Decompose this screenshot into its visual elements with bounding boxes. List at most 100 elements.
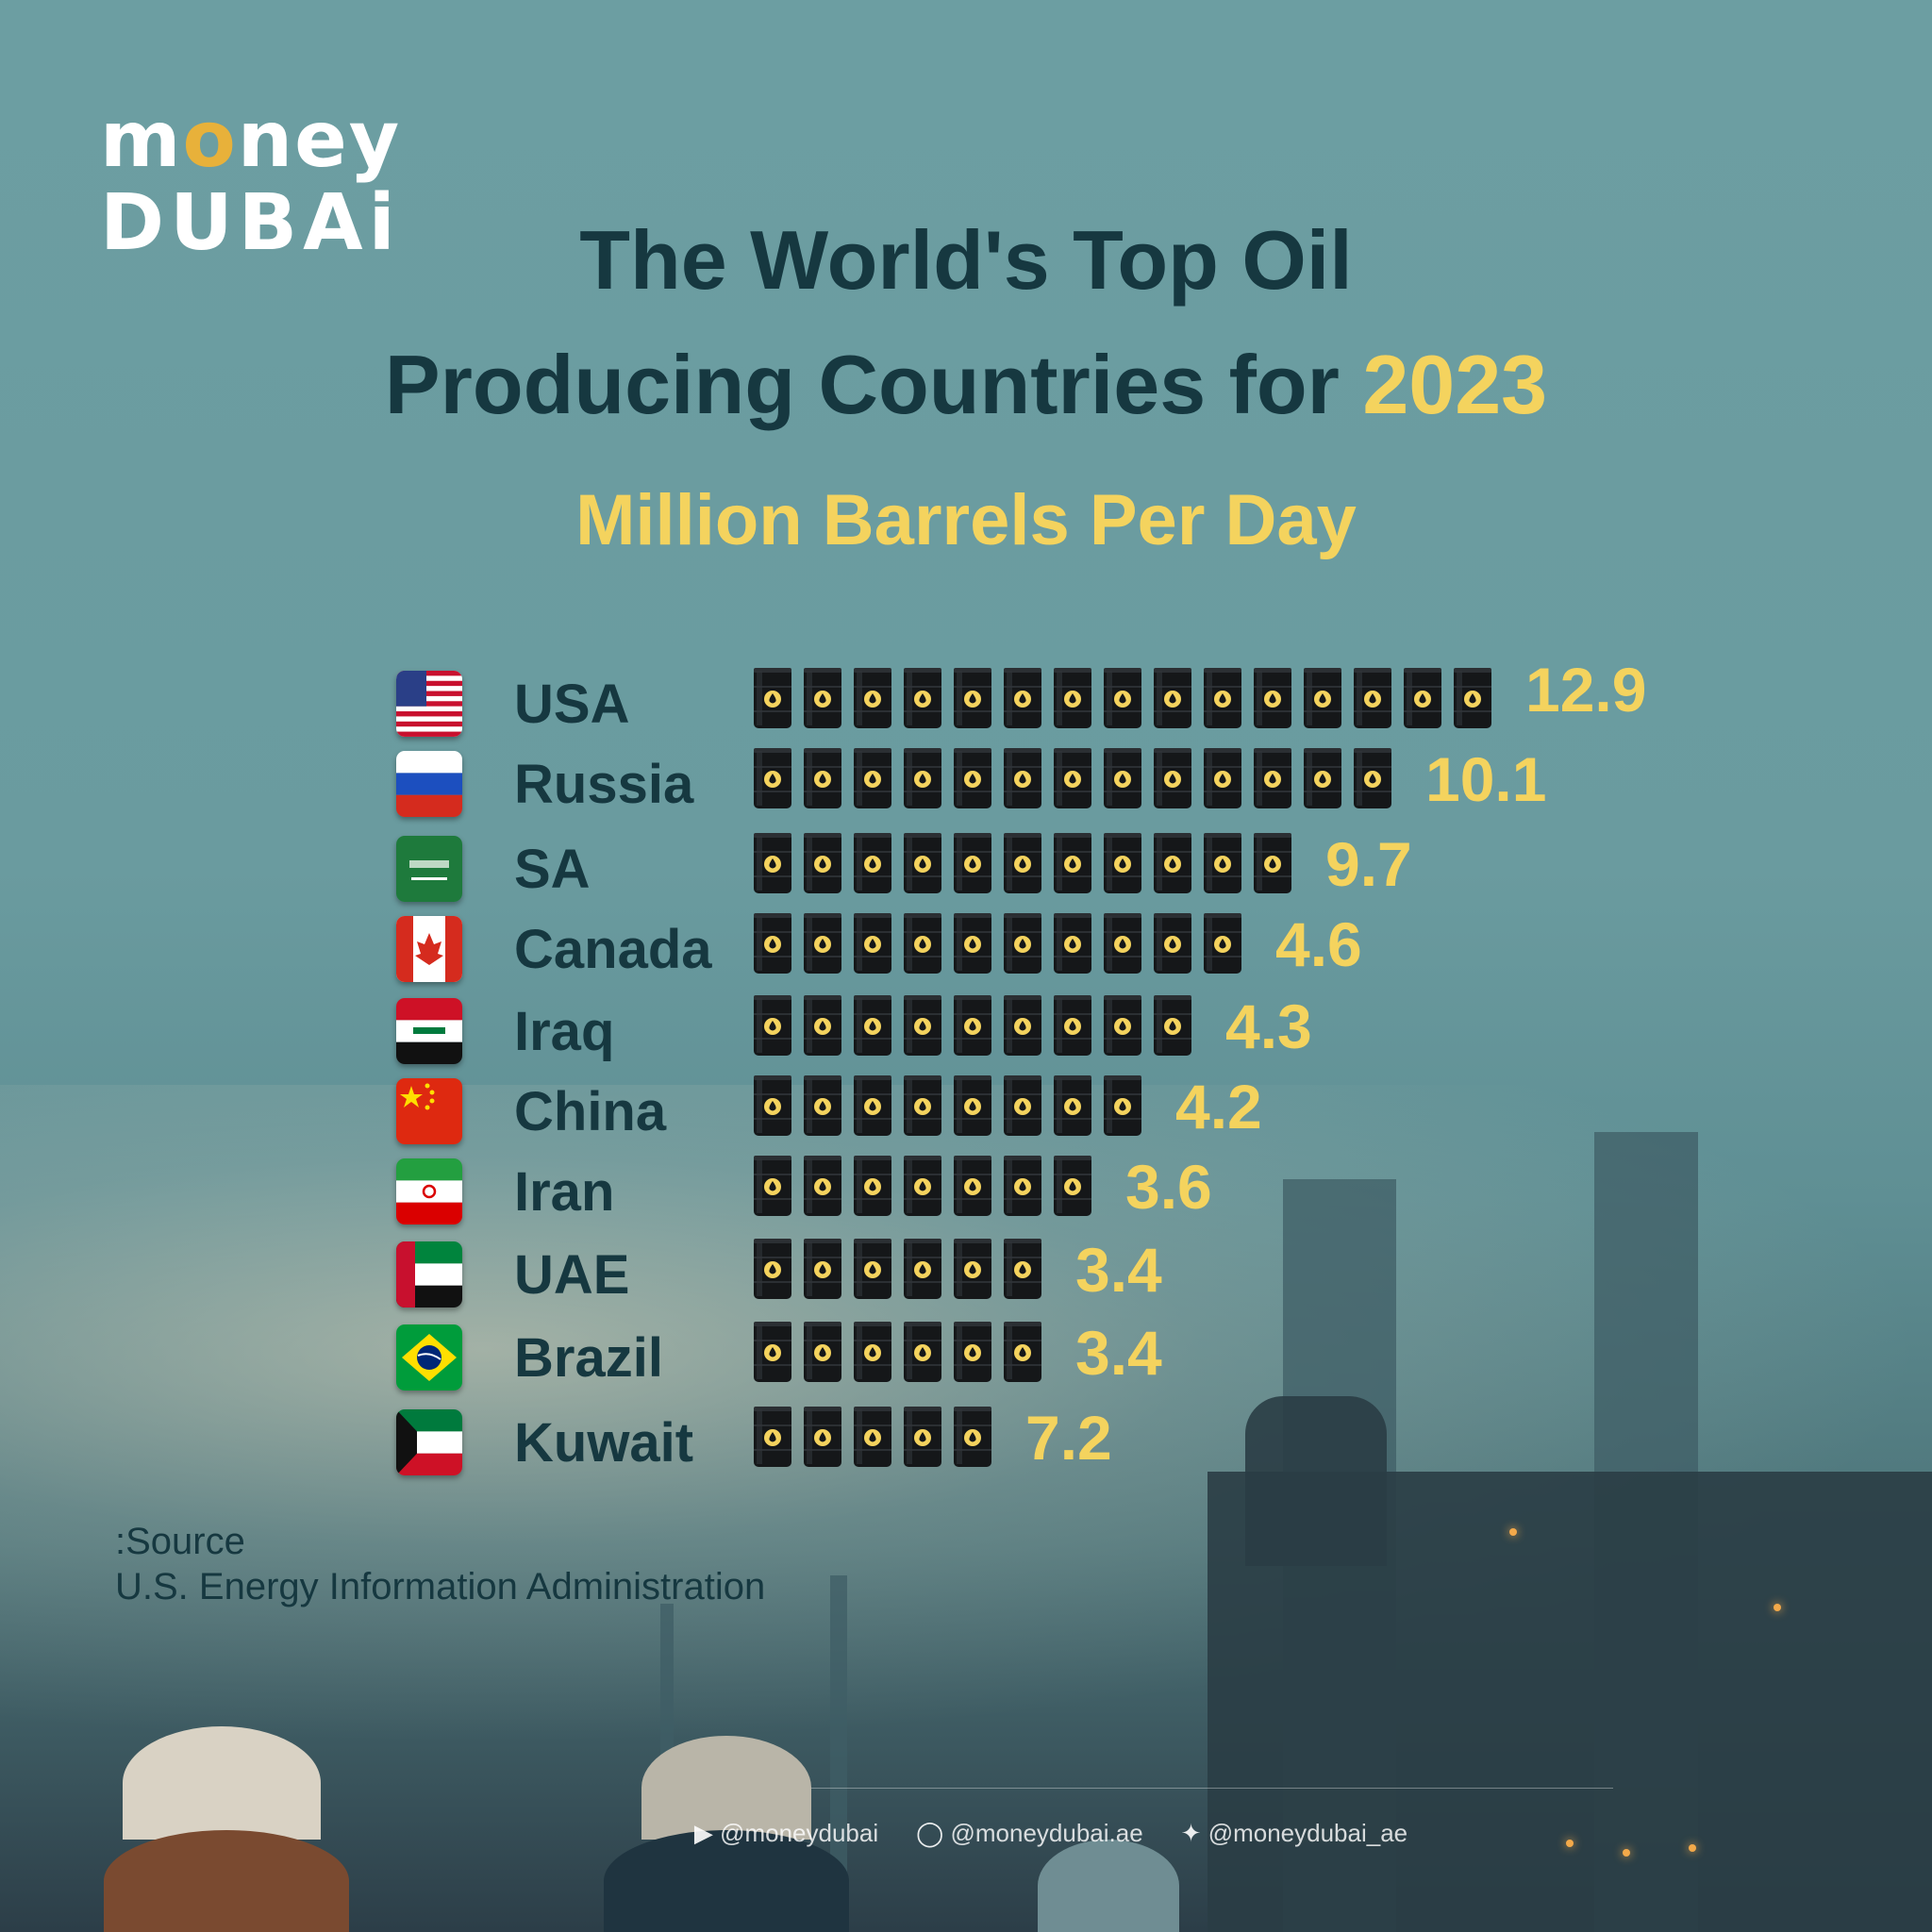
oil-barrel-icon	[953, 1404, 992, 1470]
chart-row-kuwait: Kuwait 7.2	[0, 1403, 1932, 1479]
flag-kuwait-icon	[396, 1409, 462, 1475]
chart-title: The World's Top Oil Producing Countries …	[0, 198, 1932, 447]
source-text: U.S. Energy Information Administration	[115, 1566, 766, 1607]
country-label: Canada	[514, 919, 712, 980]
country-label: Russia	[514, 754, 694, 815]
worker-helmet	[123, 1726, 321, 1840]
oil-barrel-icon	[803, 830, 842, 896]
worker-body	[604, 1830, 849, 1932]
oil-barrel-icon	[1303, 745, 1342, 811]
plant-light	[1566, 1840, 1574, 1847]
value-label: 4.6	[1275, 909, 1362, 979]
oil-barrel-icon	[1053, 745, 1092, 811]
oil-barrel-icon	[1003, 830, 1042, 896]
title-year: 2023	[1362, 338, 1548, 431]
oil-barrel-icon	[753, 992, 792, 1058]
footer-divider	[811, 1788, 1613, 1789]
source-label: :Source	[115, 1521, 245, 1562]
value-label: 12.9	[1525, 655, 1647, 724]
value-label: 7.2	[1025, 1403, 1112, 1473]
oil-barrel-icon	[1053, 1153, 1092, 1219]
chart-row-canada: Canada 4.6	[0, 909, 1932, 986]
oil-barrel-icon	[903, 1236, 942, 1302]
oil-barrel-icon	[1103, 665, 1142, 731]
country-label: China	[514, 1081, 667, 1142]
oil-barrel-icon	[753, 1073, 792, 1139]
refinery-pipe	[830, 1575, 847, 1932]
oil-barrel-icon	[1253, 665, 1292, 731]
plant-light	[1623, 1849, 1630, 1857]
oil-barrel-icon	[1203, 910, 1242, 976]
oil-barrel-icon	[1003, 992, 1042, 1058]
oil-barrel-icon	[1253, 745, 1292, 811]
oil-barrel-icon	[1203, 830, 1242, 896]
value-label: 3.4	[1075, 1318, 1162, 1388]
oil-barrel-icon	[1053, 1073, 1092, 1139]
flag-russia-icon	[396, 751, 462, 817]
oil-barrel-icon	[753, 1236, 792, 1302]
oil-barrel-icon	[1203, 745, 1242, 811]
oil-barrel-icon	[953, 910, 992, 976]
oil-barrel-icon	[753, 745, 792, 811]
oil-barrel-icon	[903, 1404, 942, 1470]
oil-barrel-icon	[1003, 1073, 1042, 1139]
oil-barrel-icon	[1003, 1319, 1042, 1385]
oil-barrel-icon	[853, 665, 892, 731]
oil-barrel-icon	[1103, 745, 1142, 811]
worker-helmet	[641, 1736, 811, 1840]
chart-row-brazil: Brazil 3.4	[0, 1318, 1932, 1394]
oil-barrel-icon	[1153, 910, 1192, 976]
oil-barrel-icon	[903, 1073, 942, 1139]
oil-barrel-icon	[753, 1319, 792, 1385]
oil-barrel-icon	[803, 1073, 842, 1139]
country-label: Iraq	[514, 1001, 615, 1062]
worker-body	[104, 1830, 349, 1932]
oil-barrel-icon	[853, 1404, 892, 1470]
oil-barrel-icon	[903, 830, 942, 896]
plant-light	[1689, 1844, 1696, 1852]
oil-barrel-icon	[903, 665, 942, 731]
plant-light	[1509, 1528, 1517, 1536]
oil-barrel-icon	[1003, 910, 1042, 976]
oil-barrel-icon	[953, 1319, 992, 1385]
chart-row-iran: Iran 3.6	[0, 1152, 1932, 1228]
oil-barrel-icon	[953, 665, 992, 731]
oil-barrel-icon	[853, 745, 892, 811]
oil-barrel-icon	[803, 992, 842, 1058]
oil-barrel-icon	[903, 745, 942, 811]
chart-row-iraq: Iraq 4.3	[0, 991, 1932, 1068]
oil-barrel-icon	[903, 992, 942, 1058]
oil-barrel-icon	[1053, 665, 1092, 731]
facebook-youtube-handle[interactable]: ▶ @moneydubai	[693, 1819, 879, 1847]
flag-brazil-icon	[396, 1324, 462, 1391]
social-footer: ▶ @moneydubai ◯ @moneydubai.ae ✦ @moneyd…	[0, 1819, 1932, 1848]
brand-logo: money DUBAi	[100, 95, 402, 268]
oil-barrel-icon	[1153, 745, 1192, 811]
plant-light	[1774, 1604, 1781, 1611]
oil-barrel-icon	[953, 1073, 992, 1139]
twitter-handle[interactable]: ✦ @moneydubai_ae	[1180, 1819, 1408, 1847]
oil-barrel-icon	[953, 992, 992, 1058]
oil-barrel-icon	[1353, 665, 1392, 731]
oil-barrel-icon	[803, 1236, 842, 1302]
oil-barrel-icon	[1453, 665, 1492, 731]
oil-barrel-icon	[1103, 830, 1142, 896]
oil-barrel-icon	[953, 1236, 992, 1302]
chart-row-usa: USA 12.9	[0, 655, 1932, 741]
oil-barrel-icon	[853, 910, 892, 976]
country-label: Iran	[514, 1161, 615, 1223]
oil-barrel-icon	[803, 1153, 842, 1219]
oil-barrel-icon	[1253, 830, 1292, 896]
oil-barrel-icon	[1103, 992, 1142, 1058]
flag-iraq-icon	[396, 998, 462, 1064]
oil-barrel-icon	[753, 665, 792, 731]
oil-barrel-icon	[753, 1153, 792, 1219]
flag-china-icon	[396, 1078, 462, 1144]
value-label: 3.6	[1125, 1152, 1212, 1222]
oil-barrel-icon	[1203, 665, 1242, 731]
oil-barrel-icon	[953, 1153, 992, 1219]
flag-saudi-icon	[396, 836, 462, 902]
instagram-tiktok-handle[interactable]: ◯ @moneydubai.ae	[916, 1819, 1143, 1847]
oil-barrel-icon	[1353, 745, 1392, 811]
flag-iran-icon	[396, 1158, 462, 1224]
